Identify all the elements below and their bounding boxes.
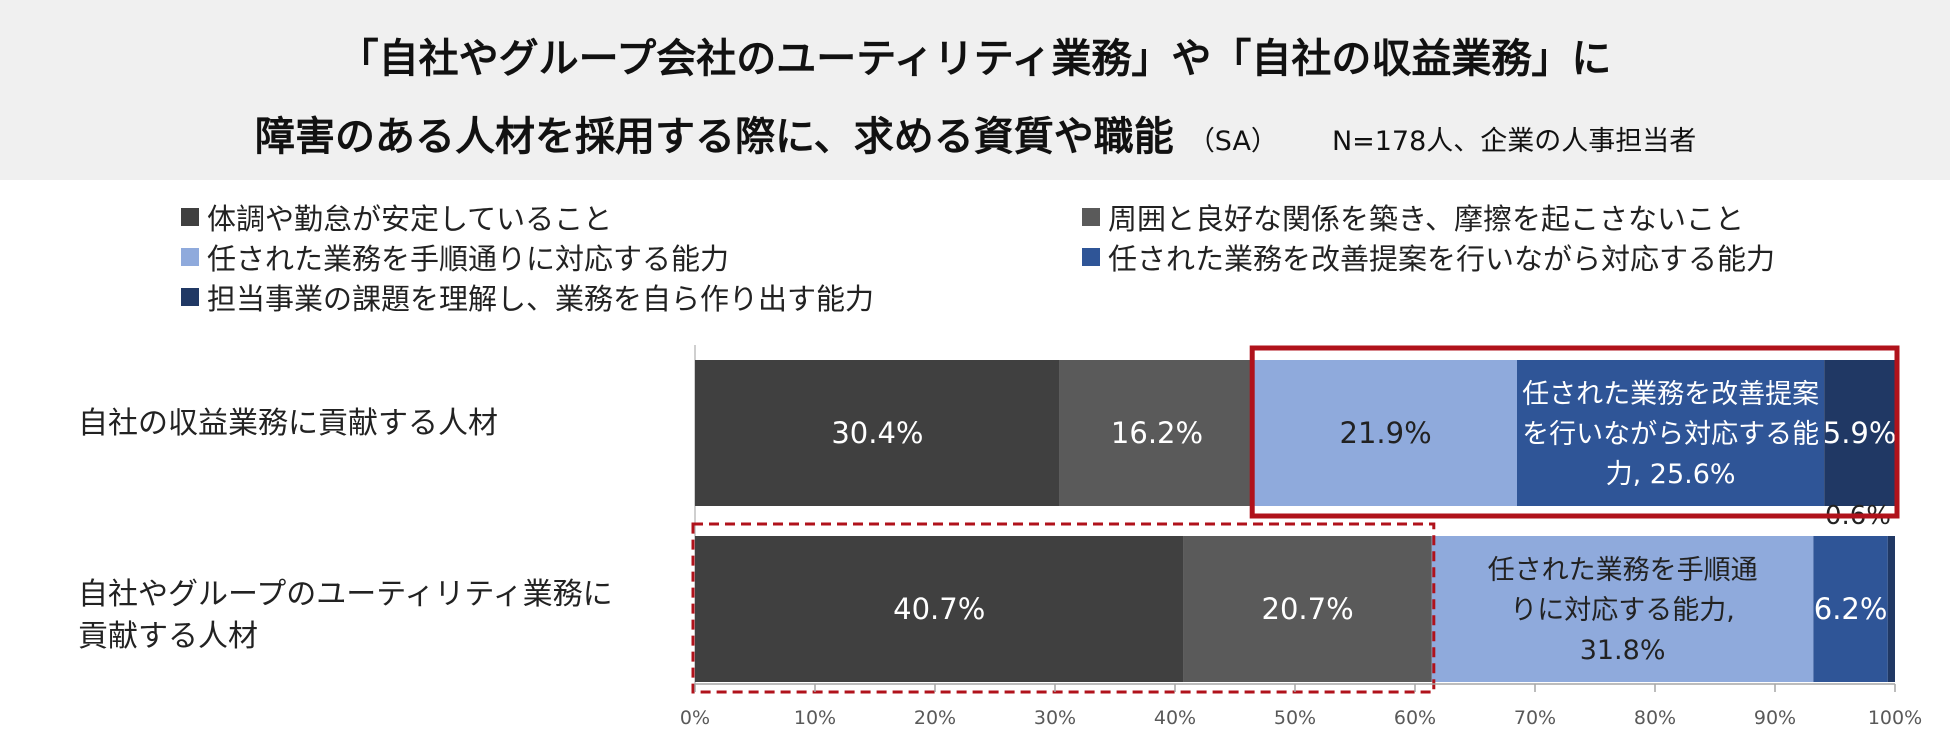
bar-1-segment-5 <box>1824 360 1895 506</box>
bar-1-label-2: 16.2% <box>1111 416 1203 450</box>
category-label-2: 自社やグループのユーティリティ業務に 貢献する人材 <box>78 574 613 658</box>
bar-1-label-3: 21.9% <box>1340 416 1432 450</box>
x-tick-label-1: 10% <box>794 707 836 729</box>
chart-title-line2: 障害のある人材を採用する際に、求める資質や職能 （SA） N=178人、企業の人事担… <box>255 104 1696 162</box>
bar-1-label-4-line-1: 任された業務を改善提案 <box>1522 379 1819 410</box>
bar-1-label-5: 5.9% <box>1823 416 1897 450</box>
header: 「自社やグループ会社のユーティリティ業務」や「自社の収益業務」に 障害のある人材… <box>0 0 1950 180</box>
highlight-box-1 <box>1249 345 1900 519</box>
legend-item-2: 周囲と良好な関係を築き、摩擦を起こさないこと <box>1082 196 1744 238</box>
x-tick-label-5: 50% <box>1274 707 1316 729</box>
category-label-1-line-1: 自社の収益業務に貢献する人材 <box>78 406 498 441</box>
x-tick-label-9: 90% <box>1754 707 1796 729</box>
bar-1-segment-3 <box>1254 360 1517 506</box>
legend-item-3: 任された業務を手順通りに対応する能力 <box>181 236 729 278</box>
chart-title-sa: （SA） <box>1187 126 1278 157</box>
legend-swatch-1 <box>181 208 199 226</box>
bar-2-label-2: 20.7% <box>1262 592 1354 626</box>
legend-item-5: 担当事業の課題を理解し、業務を自ら作り出す能力 <box>181 276 874 318</box>
bar-1-segment-1 <box>695 360 1060 506</box>
category-label-2-line-2: 貢献する人材 <box>78 619 258 654</box>
bar-2-segment-1 <box>695 536 1184 682</box>
bar-2-label-3-line-2: りに対応する能力, <box>1510 595 1735 626</box>
chart-title-line1: 「自社やグループ会社のユーティリティ業務」や「自社の収益業務」に <box>338 36 1612 82</box>
bar-1-segment-4 <box>1517 360 1825 506</box>
legend-swatch-2 <box>1082 208 1100 226</box>
sample-size-note: N=178人、企業の人事担当者 <box>1331 126 1697 157</box>
x-tick-label-7: 70% <box>1514 707 1556 729</box>
legend-label-2: 周囲と良好な関係を築き、摩擦を起こさないこと <box>1108 202 1744 236</box>
bar-2-label-1: 40.7% <box>893 592 985 626</box>
bar-1-segment-2 <box>1059 360 1255 506</box>
chart-title-main: 障害のある人材を採用する際に、求める資質や職能 <box>255 114 1174 160</box>
legend-item-4: 任された業務を改善提案を行いながら対応する能力 <box>1082 236 1775 278</box>
bar-2-segment-2 <box>1183 536 1432 682</box>
legend-label-3: 任された業務を手順通りに対応する能力 <box>207 242 730 276</box>
legend-swatch-3 <box>181 248 199 266</box>
bar-2-label-3-line-1: 任された業務を手順通 <box>1488 555 1758 586</box>
legend-swatch-4 <box>1082 248 1100 266</box>
legend-item-1: 体調や勤怠が安定していること <box>181 196 612 238</box>
category-label-1: 自社の収益業務に貢献する人材 <box>78 403 498 445</box>
x-tick-label-10: 100% <box>1868 707 1922 729</box>
x-tick-label-0: 0% <box>680 707 710 729</box>
x-tick-label-8: 80% <box>1634 707 1676 729</box>
x-tick-label-3: 30% <box>1034 707 1076 729</box>
highlight-box-2 <box>691 522 1436 694</box>
x-tick-label-6: 60% <box>1394 707 1436 729</box>
bar-2-label-4: 6.2% <box>1814 592 1888 626</box>
category-label-2-line-1: 自社やグループのユーティリティ業務に <box>78 577 613 612</box>
bar-1-label-1: 30.4% <box>831 416 923 450</box>
x-tick-label-4: 40% <box>1154 707 1196 729</box>
legend-label-4: 任された業務を改善提案を行いながら対応する能力 <box>1108 242 1776 276</box>
legend-label-1: 体調や勤怠が安定していること <box>207 202 613 236</box>
legend-swatch-5 <box>181 288 199 306</box>
bar-2-segment-5 <box>1887 536 1895 682</box>
bar-1-label-4-line-3: 力, 25.6% <box>1606 459 1736 490</box>
legend-label-5: 担当事業の課題を理解し、業務を自ら作り出す能力 <box>207 282 875 316</box>
bar-2-label-3-line-3: 31.8% <box>1580 635 1666 666</box>
x-tick-label-2: 20% <box>914 707 956 729</box>
bar-2-segment-3 <box>1431 536 1814 682</box>
bar-1-label-4-line-2: を行いながら対応する能 <box>1522 419 1819 450</box>
bar-2-segment-4 <box>1813 536 1888 682</box>
